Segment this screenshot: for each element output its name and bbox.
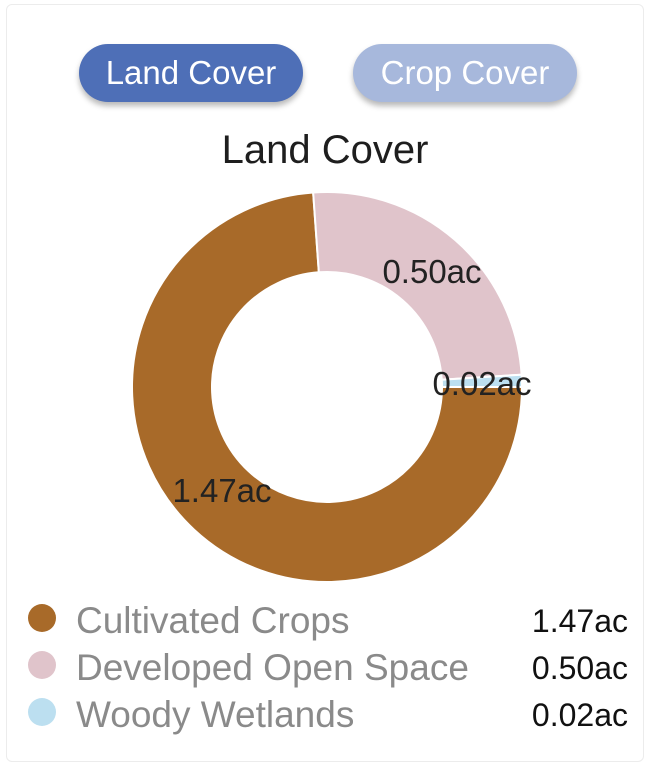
slice-label-cultivated-crops: 1.47ac bbox=[172, 472, 271, 509]
legend-value: 0.50ac bbox=[529, 645, 628, 691]
legend-item: Developed Open Space 0.50ac bbox=[28, 645, 632, 692]
slice-label-developed-open-space: 0.50ac bbox=[382, 253, 481, 290]
chart-title: Land Cover bbox=[221, 128, 429, 172]
slice-cultivated-crops bbox=[131, 191, 524, 583]
legend-dot-woody-wetlands bbox=[28, 698, 56, 726]
slice-label-woody-wetlands: 0.02ac bbox=[432, 365, 531, 402]
legend-label: Woody Wetlands bbox=[76, 694, 355, 735]
legend-label: Cultivated Crops bbox=[76, 600, 350, 641]
legend-label: Developed Open Space bbox=[76, 647, 469, 688]
legend-value: 1.47ac bbox=[529, 598, 628, 644]
donut-chart: 1.47ac 0.50ac 0.02ac bbox=[131, 191, 532, 583]
slice-developed-open-space bbox=[312, 191, 523, 381]
tab-crop-cover[interactable]: Crop Cover bbox=[353, 44, 577, 102]
tab-land-cover[interactable]: Land Cover bbox=[79, 44, 303, 102]
slice-woody-wetlands bbox=[440, 373, 524, 388]
legend-dot-cultivated-crops bbox=[28, 604, 56, 632]
legend-item: Cultivated Crops 1.47ac bbox=[28, 598, 632, 645]
legend: Cultivated Crops 1.47ac Developed Open S… bbox=[28, 598, 632, 739]
legend-dot-developed-open-space bbox=[28, 651, 56, 679]
legend-value: 0.02ac bbox=[529, 692, 628, 738]
legend-item: Woody Wetlands 0.02ac bbox=[28, 692, 632, 739]
